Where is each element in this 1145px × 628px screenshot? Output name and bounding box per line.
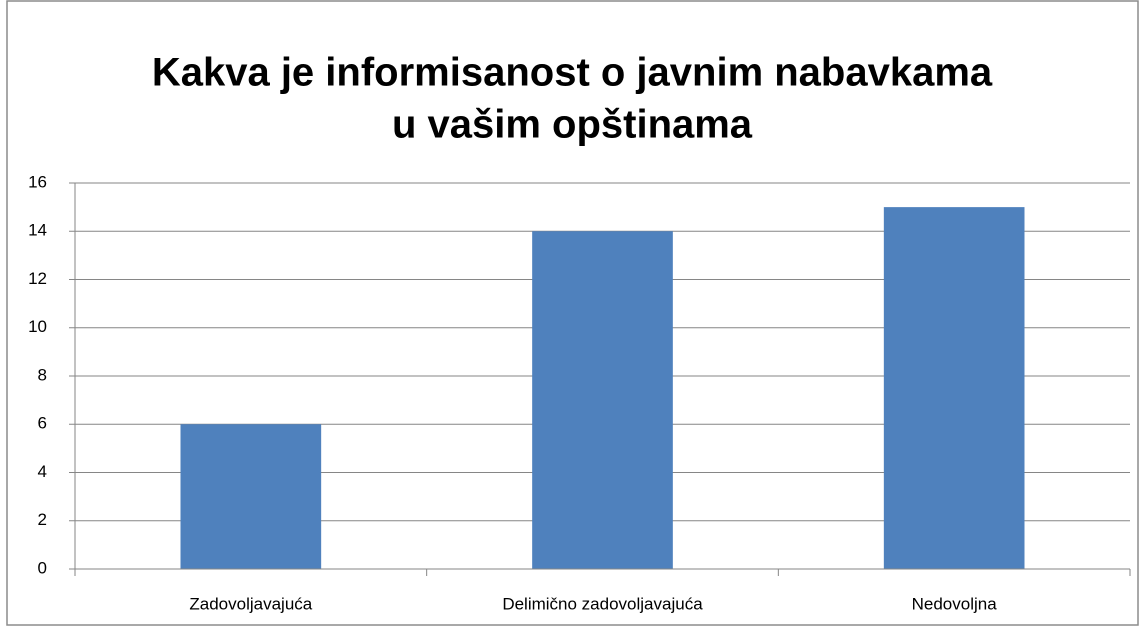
x-tick-label: Nedovoljna: [912, 594, 998, 613]
y-tick-label: 4: [38, 462, 47, 481]
y-tick-label: 14: [28, 221, 47, 240]
y-tick-label: 6: [38, 414, 47, 433]
y-tick-label: 12: [28, 269, 47, 288]
bar: [180, 424, 322, 569]
chart-title: u vašim opštinama: [392, 103, 753, 147]
y-tick-label: 8: [38, 365, 47, 384]
y-tick-label: 2: [38, 510, 47, 529]
bar: [883, 207, 1025, 569]
x-tick-label: Delimično zadovoljavajuća: [502, 594, 703, 613]
chart-title: Kakva je informisanost o javnim nabavkam…: [152, 51, 993, 95]
y-tick-label: 16: [28, 172, 47, 191]
bar: [532, 231, 673, 569]
y-tick-label: 0: [38, 558, 47, 577]
y-tick-label: 10: [28, 317, 47, 336]
x-tick-label: Zadovoljavajuća: [189, 594, 312, 613]
